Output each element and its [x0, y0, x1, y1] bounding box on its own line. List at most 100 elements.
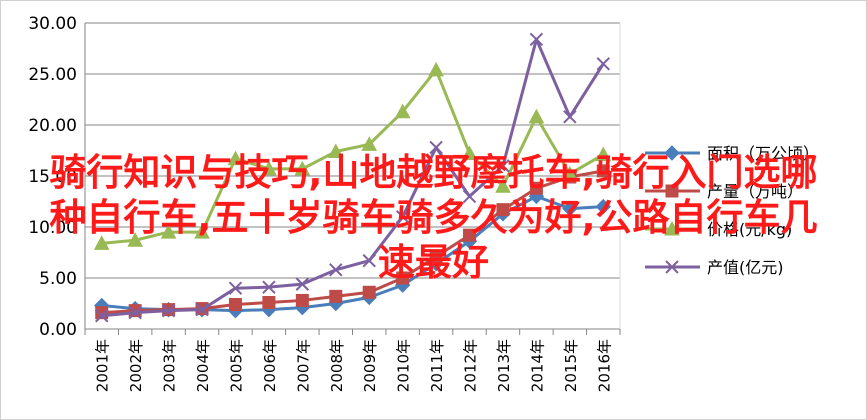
- data-point: [128, 304, 142, 318]
- legend-item: 价格(元/kg): [645, 220, 792, 239]
- data-point-stroke: [295, 277, 310, 291]
- y-tick-label: 25.00: [28, 65, 77, 85]
- data-point: [463, 228, 477, 242]
- data-point-stroke: [228, 281, 243, 295]
- x-tick-label: 2011年: [428, 339, 446, 392]
- data-point: [665, 184, 679, 198]
- x-tick-label: 2008年: [328, 339, 346, 392]
- data-point: [496, 203, 510, 217]
- x-tick-label: 2014年: [528, 339, 546, 392]
- data-point-stroke: [665, 260, 679, 274]
- data-point: [665, 260, 679, 274]
- data-point-stroke: [395, 210, 410, 224]
- data-point: [361, 136, 378, 151]
- y-tick-label: 0.00: [39, 320, 77, 340]
- legend-label: 价格(元/kg): [707, 220, 792, 239]
- y-tick-label: 15.00: [28, 167, 77, 187]
- x-tick-label: 2002年: [127, 339, 145, 392]
- legend-label: 面积（万公顷）: [707, 144, 819, 163]
- data-point: [161, 303, 176, 318]
- data-point: [396, 271, 410, 285]
- x-tick-label: 2012年: [462, 339, 480, 392]
- data-point: [529, 32, 544, 47]
- data-point: [262, 295, 276, 309]
- data-point-stroke: [161, 303, 176, 318]
- data-point-stroke: [329, 263, 343, 277]
- x-tick-label: 2009年: [361, 339, 379, 392]
- data-point: [664, 220, 680, 236]
- data-point: [95, 309, 109, 323]
- data-point-stroke: [496, 159, 510, 173]
- data-point-stroke: [362, 253, 376, 268]
- data-point: [528, 108, 545, 124]
- data-point: [394, 103, 411, 119]
- data-point: [93, 235, 110, 250]
- data-point: [160, 224, 177, 239]
- x-tick-label: 2013年: [495, 339, 513, 392]
- data-point: [395, 210, 410, 224]
- data-point-stroke: [95, 309, 109, 323]
- x-tick-label: 2010年: [395, 339, 413, 392]
- data-point: [228, 298, 242, 312]
- data-point-stroke: [195, 302, 209, 317]
- series-group: [95, 32, 610, 323]
- data-point: [127, 232, 143, 247]
- series-line: [101, 68, 605, 245]
- data-point: [664, 145, 680, 161]
- data-point: [295, 293, 309, 307]
- data-point: [496, 159, 510, 173]
- data-point: [294, 160, 311, 176]
- data-point-stroke: [596, 57, 610, 71]
- series-line: [101, 37, 605, 318]
- data-point-stroke: [128, 305, 142, 320]
- data-point: [261, 160, 277, 176]
- data-point: [596, 164, 610, 178]
- data-point: [462, 189, 477, 204]
- legend-item: 面积（万公顷）: [645, 144, 819, 163]
- data-point: [227, 150, 244, 166]
- x-tick-label: 2004年: [194, 339, 212, 392]
- x-tick-label: 2005年: [227, 339, 245, 392]
- data-point: [563, 110, 577, 124]
- data-point: [429, 140, 443, 155]
- data-point: [461, 145, 478, 161]
- data-point: [362, 285, 376, 299]
- legend-label: 产值(亿元): [707, 258, 784, 277]
- x-tick-label: 2001年: [94, 339, 112, 392]
- legend-item: 产值(亿元): [645, 258, 784, 277]
- y-tick-label: 10.00: [28, 218, 77, 238]
- series-group: [93, 61, 612, 250]
- x-tick-label: 2016年: [595, 339, 613, 392]
- x-tick-label: 2007年: [294, 339, 312, 392]
- gridlines: [84, 22, 621, 335]
- legend-item: 产量（万吨）: [645, 182, 803, 201]
- data-point: [428, 61, 444, 77]
- x-tick-label: 2006年: [261, 339, 279, 392]
- data-point: [562, 200, 578, 217]
- data-point: [262, 280, 276, 294]
- y-axis-labels: 0.00 5.00 10.00 15.00 20.00 25.00 30.00: [28, 14, 77, 340]
- data-point: [429, 250, 443, 264]
- data-point-stroke: [462, 189, 477, 204]
- data-point: [128, 305, 142, 320]
- data-point: [596, 57, 610, 71]
- y-tick-label: 30.00: [28, 14, 77, 34]
- data-point: [362, 253, 376, 268]
- data-point-stroke: [262, 280, 276, 294]
- y-tick-label: 20.00: [28, 116, 77, 136]
- data-point: [194, 224, 210, 239]
- data-point: [195, 302, 209, 317]
- x-tick-label: 2015年: [562, 339, 580, 392]
- data-point-stroke: [429, 140, 443, 155]
- data-point: [327, 143, 344, 159]
- data-point: [595, 146, 612, 162]
- data-point: [295, 277, 310, 291]
- data-point: [329, 263, 343, 277]
- data-point-stroke: [529, 32, 544, 47]
- legend-label: 产量（万吨）: [707, 182, 803, 201]
- data-point: [562, 165, 578, 181]
- data-point: [329, 289, 343, 303]
- data-point: [228, 281, 243, 295]
- legend: 面积（万公顷） 产量（万吨） 价格(元/kg) 产值(亿元): [645, 144, 819, 277]
